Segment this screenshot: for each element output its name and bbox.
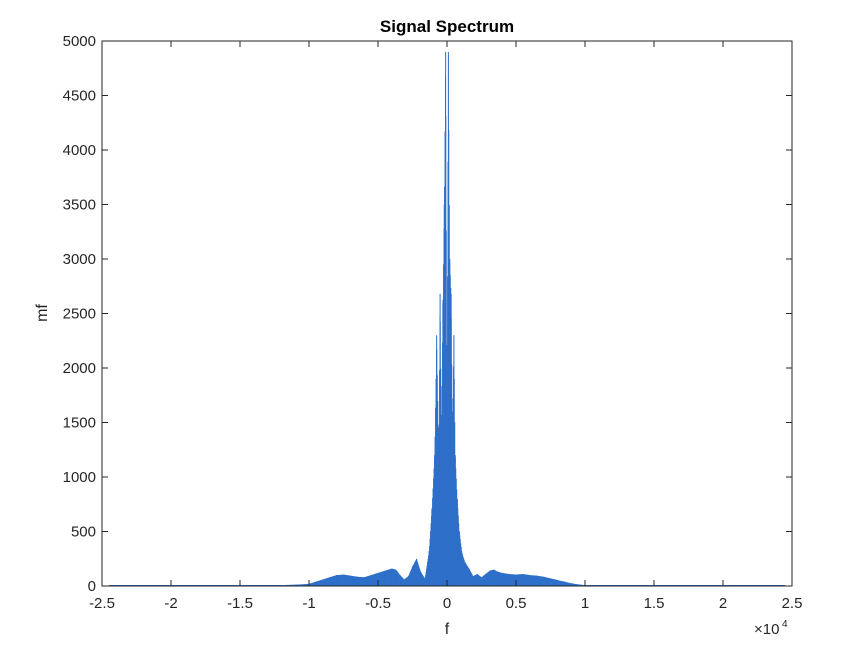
y-tick-label: 1000 (63, 469, 96, 486)
x-exponent-power: 4 (782, 619, 788, 630)
y-tick-label: 1500 (63, 415, 96, 432)
x-exponent-label: ×10 (754, 621, 779, 638)
y-tick-label: 3500 (63, 197, 96, 214)
x-tick-label: 0.5 (506, 595, 527, 612)
x-tick-label: -2 (164, 595, 177, 612)
x-tick-label: 2 (719, 595, 727, 612)
x-tick-label: -1 (302, 595, 315, 612)
x-tick-label: 0 (443, 595, 451, 612)
x-tick-label: 1 (581, 595, 589, 612)
x-tick-label: 2.5 (782, 595, 803, 612)
x-tick-label: -1.5 (227, 595, 253, 612)
x-tick-label: 1.5 (644, 595, 665, 612)
y-tick-label: 4000 (63, 142, 96, 159)
y-tick-label: 3000 (63, 251, 96, 268)
y-tick-label: 4500 (63, 88, 96, 105)
x-axis: -2.5 -2 -1.5 -1 -0.5 0 0.5 1 1.5 2 2.5 (89, 41, 802, 612)
x-tick-label: -2.5 (89, 595, 115, 612)
y-tick-label: 2500 (63, 306, 96, 323)
y-tick-label: 5000 (63, 33, 96, 50)
y-tick-label: 0 (88, 578, 96, 595)
y-tick-label: 500 (71, 524, 96, 541)
y-tick-label: 2000 (63, 360, 96, 377)
y-axis-label: mf (34, 304, 51, 322)
x-axis-label: f (445, 621, 450, 638)
chart-title: Signal Spectrum (380, 17, 514, 36)
y-axis: 0 500 1000 1500 2000 2500 3000 3500 4000 4500 5000 (63, 33, 792, 595)
x-tick-label: -0.5 (365, 595, 391, 612)
